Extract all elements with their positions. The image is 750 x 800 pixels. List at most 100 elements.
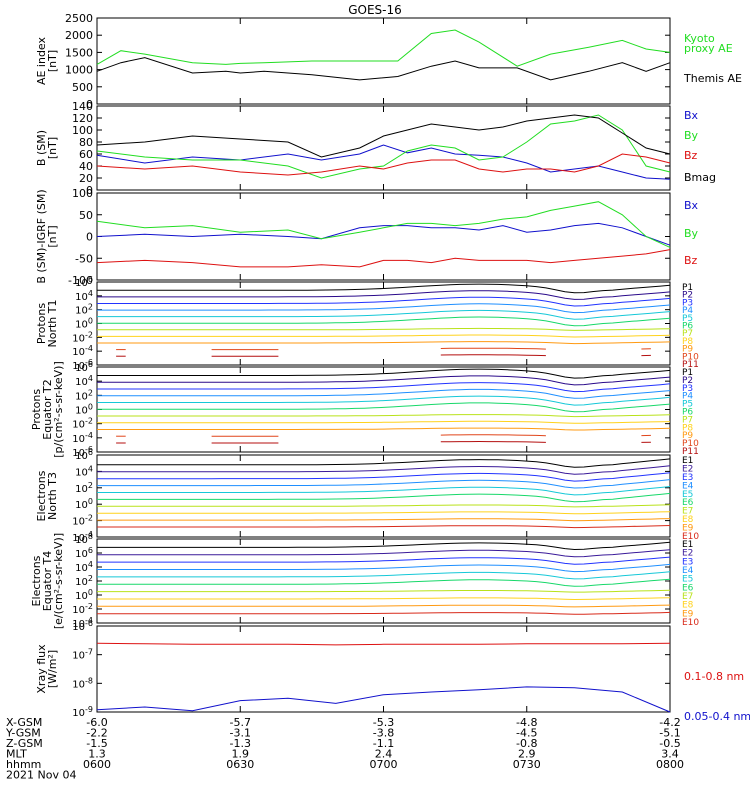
series-line xyxy=(97,518,671,522)
series-line xyxy=(97,611,671,615)
panel-7: 10810610410210010-210-4ElectronsEquator … xyxy=(30,532,699,630)
panel-1: 2500 2000 1500 1000 500 0 AE index[nT] Kyotopro… xyxy=(35,12,742,111)
footer-value: -1.3 xyxy=(230,737,251,750)
footer-ephemeris: X-GSM -6.0 -5.7 -5.3 -4.8 -4.2 Y-GSM -2.2 -3.1 -3… xyxy=(5,716,684,782)
series-line xyxy=(97,290,671,300)
series-line xyxy=(96,642,671,646)
tick-label: 100 xyxy=(75,403,93,417)
series-line xyxy=(97,492,671,503)
legend-item: E9 xyxy=(682,524,694,534)
footer-value: -3.8 xyxy=(373,727,394,740)
tick-label: 50 xyxy=(79,209,93,222)
legend-item: E2 xyxy=(682,464,693,474)
legend-item: E5 xyxy=(682,490,693,500)
tick-label: 10-4 xyxy=(72,616,93,630)
tick-label: 1500 xyxy=(65,46,93,59)
y-axis-label: B (SM)-IGRF (SM) xyxy=(35,189,48,283)
legend-item: E8 xyxy=(682,601,694,611)
tick-label: 20 xyxy=(79,172,93,185)
series-line xyxy=(97,427,671,431)
series-line xyxy=(97,556,671,565)
legend-item: P1 xyxy=(682,368,693,378)
series-line xyxy=(97,511,671,515)
tick-label: 10-2 xyxy=(72,417,93,431)
y-axis-label: Electrons xyxy=(35,470,48,521)
tick-label: 100 xyxy=(72,124,93,137)
legend-item: P6 xyxy=(682,408,693,418)
series-line xyxy=(97,303,671,314)
footer-value: -1.5 xyxy=(86,737,107,750)
series-line xyxy=(97,296,671,307)
y-axis-label: [nT] xyxy=(46,225,59,247)
series-line xyxy=(440,354,546,357)
footer-date: 2021 Nov 04 xyxy=(6,769,76,782)
tick-label: 10-9 xyxy=(72,705,93,719)
series-line xyxy=(97,549,671,558)
footer-value: -5.7 xyxy=(230,716,251,729)
legend-item: P5 xyxy=(682,314,693,324)
legend-item: By xyxy=(684,227,699,240)
tick-label: -100 xyxy=(68,274,93,287)
tick-label: 100 xyxy=(72,187,93,200)
tick-label: 0 xyxy=(86,231,93,244)
legend-item: E2 xyxy=(682,549,693,559)
series-line xyxy=(97,479,671,489)
series-line xyxy=(97,420,671,424)
y-axis-label: [p/(cm²-s-sr-keV)] xyxy=(52,361,65,458)
footer-value: -5.1 xyxy=(659,727,680,740)
y-axis-label: [nT] xyxy=(46,50,59,72)
tick-label: 100 xyxy=(75,317,93,331)
footer-value: -0.8 xyxy=(516,737,537,750)
y-axis-label: B (SM) xyxy=(35,130,48,166)
footer-row-label: Y-GSM xyxy=(5,727,41,740)
tick-label: 2000 xyxy=(65,29,93,42)
tick-label: 106 xyxy=(75,546,93,560)
footer-value: -1.1 xyxy=(373,737,394,750)
legend: Bx By Bz Bmag xyxy=(684,109,716,184)
series-line xyxy=(96,201,671,248)
y-axis-label: North T3 xyxy=(46,472,59,520)
tick-label: 0 xyxy=(86,98,93,111)
series-line xyxy=(440,434,546,437)
y-axis-label: Equator T2 xyxy=(41,379,54,439)
series-line xyxy=(96,57,671,81)
series-line xyxy=(96,144,671,180)
tick-label: 104 xyxy=(75,560,93,574)
series-line xyxy=(97,578,671,587)
legend-item: E7 xyxy=(682,507,693,517)
legend-item: E9 xyxy=(682,609,694,619)
series-line xyxy=(97,472,671,482)
legend-item: E6 xyxy=(682,583,694,593)
tick-label: 0 xyxy=(86,184,93,197)
series-line xyxy=(97,341,671,345)
legend-item: 0.05-0.4 nm xyxy=(684,710,750,723)
series-line xyxy=(97,589,671,593)
panel-frame xyxy=(96,538,671,624)
tick-label: 104 xyxy=(75,374,93,388)
series-line xyxy=(97,375,671,386)
tick-label: 104 xyxy=(75,464,93,478)
tick-label: 102 xyxy=(75,388,93,402)
legend-item: P7 xyxy=(682,415,693,425)
series-line xyxy=(97,541,671,551)
footer-row-label: X-GSM xyxy=(6,716,42,729)
footer-value: -3.1 xyxy=(230,727,251,740)
footer-row-label: Z-GSM xyxy=(6,737,43,750)
footer-value: -6.0 xyxy=(86,716,107,729)
legend-item: E10 xyxy=(682,532,699,542)
tick-label: 120 xyxy=(72,112,93,125)
footer-value: 2.9 xyxy=(518,748,536,761)
tick-label: 40 xyxy=(79,160,93,173)
legend-item: By xyxy=(684,129,699,142)
legend-item: P3 xyxy=(682,298,693,308)
series-line xyxy=(440,347,546,350)
y-axis-label: [e/(cm²-s-sr-keV)] xyxy=(52,533,65,629)
legend-item: P4 xyxy=(682,392,693,402)
tick-label: 106 xyxy=(75,448,93,462)
